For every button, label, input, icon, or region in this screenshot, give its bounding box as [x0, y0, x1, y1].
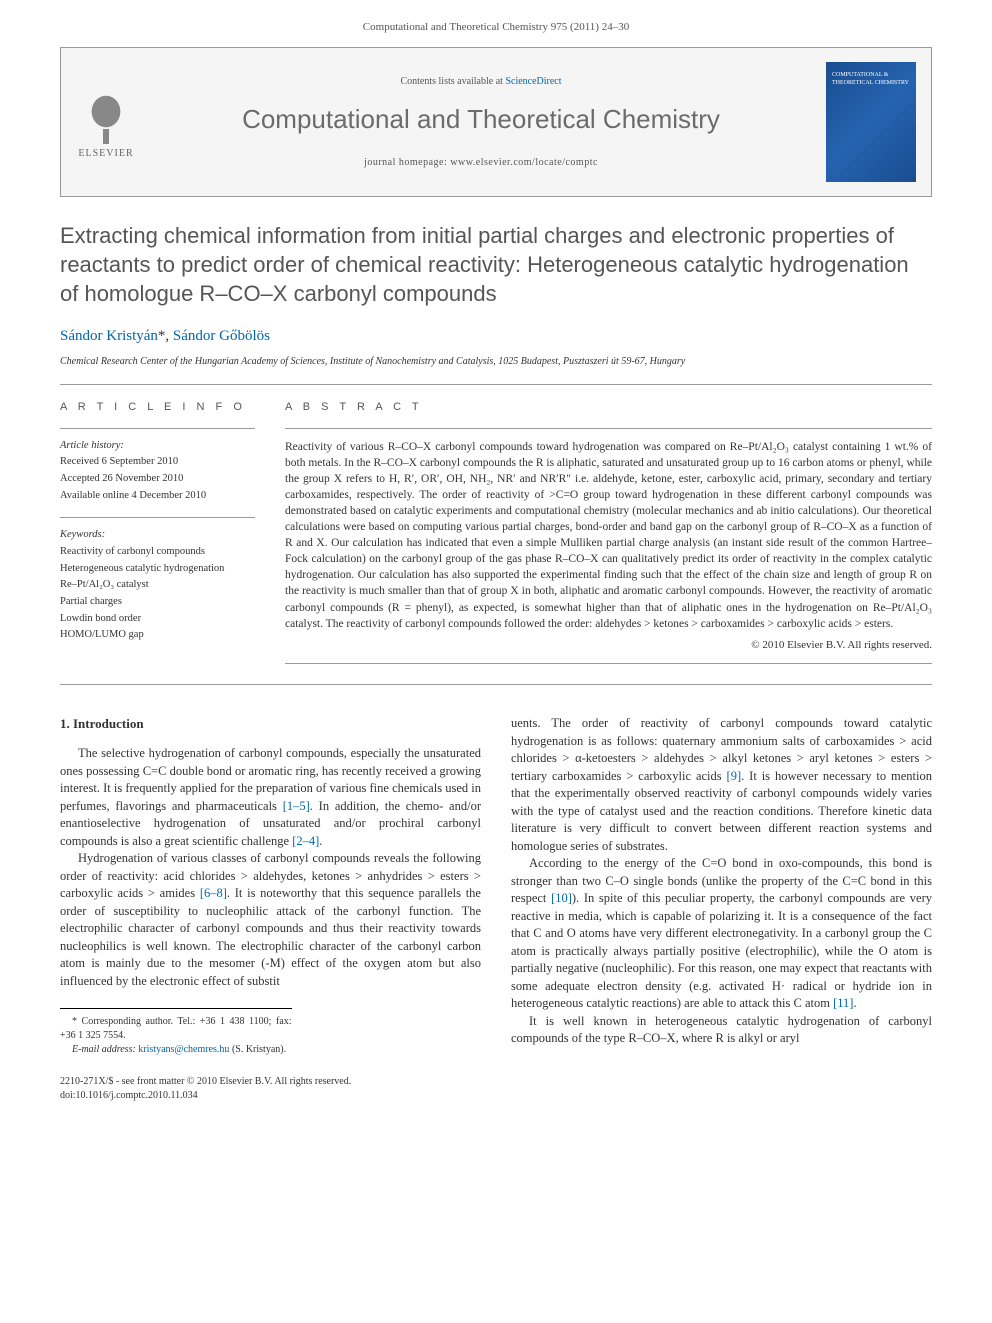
- right-column: uents. The order of reactivity of carbon…: [511, 715, 932, 1103]
- abstract-heading: A B S T R A C T: [285, 400, 932, 415]
- email-line: E-mail address: kristyans@chemres.hu (S.…: [60, 1043, 292, 1057]
- footer-meta: 2210-271X/$ - see front matter © 2010 El…: [60, 1075, 481, 1103]
- keyword: Lowdin bond order: [60, 612, 255, 627]
- divider: [60, 384, 932, 385]
- keyword: Heterogeneous catalytic hydrogenation: [60, 562, 255, 577]
- journal-banner: ELSEVIER Contents lists available at Sci…: [60, 47, 932, 197]
- citation-link[interactable]: [2–4]: [292, 834, 319, 848]
- history-label: Article history:: [60, 439, 255, 454]
- citation-link[interactable]: [1–5]: [283, 799, 310, 813]
- journal-cover-thumb: COMPUTATIONAL & THEORETICAL CHEMISTRY: [826, 62, 916, 182]
- left-column: 1. Introduction The selective hydrogenat…: [60, 715, 481, 1103]
- author-2[interactable]: Sándor Gőbölös: [173, 328, 270, 344]
- journal-homepage: journal homepage: www.elsevier.com/locat…: [151, 156, 811, 170]
- article-title: Extracting chemical information from ini…: [60, 222, 932, 308]
- contents-line: Contents lists available at ScienceDirec…: [151, 75, 811, 89]
- body-paragraph: Hydrogenation of various classes of carb…: [60, 850, 481, 990]
- citation-link[interactable]: [6–8]: [200, 886, 227, 900]
- doi-line: doi:10.1016/j.comptc.2010.11.034: [60, 1089, 481, 1103]
- corresponding-author: * Corresponding author. Tel.: +36 1 438 …: [60, 1015, 292, 1043]
- body-paragraph: According to the energy of the C=O bond …: [511, 855, 932, 1013]
- publisher-name: ELSEVIER: [71, 147, 141, 161]
- citation-link[interactable]: [10]: [551, 891, 572, 905]
- author-1[interactable]: Sándor Kristyán: [60, 328, 158, 344]
- article-info-heading: A R T I C L E I N F O: [60, 400, 255, 415]
- article-info-column: A R T I C L E I N F O Article history: R…: [60, 400, 255, 674]
- body-columns: 1. Introduction The selective hydrogenat…: [60, 715, 932, 1103]
- abstract-text: Reactivity of various R–CO–X carbonyl co…: [285, 439, 932, 632]
- accepted-date: Accepted 26 November 2010: [60, 472, 255, 487]
- sciencedirect-link[interactable]: ScienceDirect: [505, 76, 561, 87]
- body-paragraph: uents. The order of reactivity of carbon…: [511, 715, 932, 855]
- citation-link[interactable]: [11]: [833, 996, 853, 1010]
- header-citation: Computational and Theoretical Chemistry …: [363, 21, 629, 33]
- front-matter-line: 2210-271X/$ - see front matter © 2010 El…: [60, 1075, 481, 1089]
- elsevier-tree-icon: [81, 84, 131, 139]
- keyword: HOMO/LUMO gap: [60, 628, 255, 643]
- keyword: Partial charges: [60, 595, 255, 610]
- divider: [60, 684, 932, 685]
- journal-title: Computational and Theoretical Chemistry: [151, 101, 811, 137]
- affiliation: Chemical Research Center of the Hungaria…: [60, 355, 932, 369]
- homepage-url[interactable]: www.elsevier.com/locate/comptc: [450, 157, 598, 168]
- online-date: Available online 4 December 2010: [60, 489, 255, 504]
- page-header: Computational and Theoretical Chemistry …: [0, 0, 992, 35]
- received-date: Received 6 September 2010: [60, 455, 255, 470]
- publisher-logo: ELSEVIER: [61, 74, 151, 171]
- section-heading: 1. Introduction: [60, 715, 481, 733]
- body-paragraph: The selective hydrogenation of carbonyl …: [60, 745, 481, 850]
- keyword: Reactivity of carbonyl compounds: [60, 545, 255, 560]
- keyword: Re–Pt/Al₂O₃ catalyst: [60, 578, 255, 593]
- abstract-copyright: © 2010 Elsevier B.V. All rights reserved…: [285, 638, 932, 653]
- keywords-label: Keywords:: [60, 528, 255, 543]
- email-link[interactable]: kristyans@chemres.hu: [138, 1044, 229, 1055]
- citation-link[interactable]: [9]: [727, 769, 742, 783]
- authors-line: Sándor Kristyán*, Sándor Gőbölös: [60, 326, 932, 347]
- abstract-column: A B S T R A C T Reactivity of various R–…: [285, 400, 932, 674]
- body-paragraph: It is well known in heterogeneous cataly…: [511, 1013, 932, 1048]
- footnote-block: * Corresponding author. Tel.: +36 1 438 …: [60, 1008, 292, 1057]
